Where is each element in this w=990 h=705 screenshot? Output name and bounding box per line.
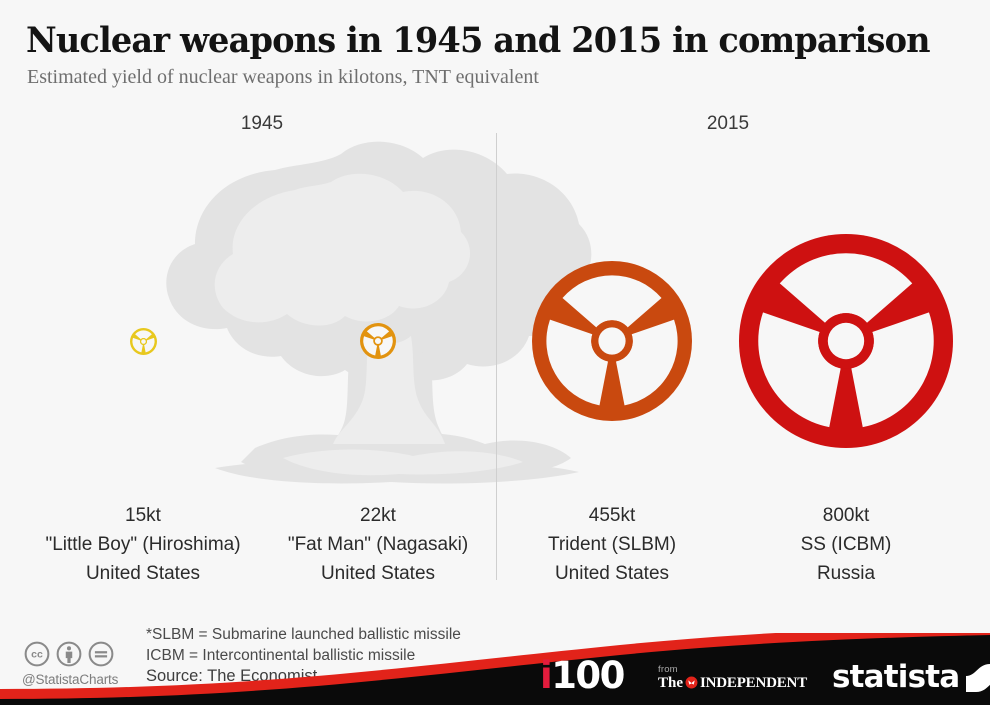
weapon-name: Trident (SLBM) (547, 534, 677, 555)
weapon-caption: 455kt Trident (SLBM) United States (462, 501, 762, 588)
weapon-country: United States (554, 563, 670, 584)
i100-logo[interactable]: i100 (540, 654, 625, 697)
weapon-name: "Fat Man" (Nagasaki) (287, 534, 469, 555)
footer-logos: i100 from The INDEPENDENT statista (0, 649, 990, 705)
independent-wordmark: The INDEPENDENT (658, 676, 807, 693)
era-divider (496, 133, 497, 580)
weapon-country: Russia (816, 563, 876, 584)
weapon-yield: 800kt (822, 505, 870, 526)
i100-prefix: i (540, 654, 553, 697)
weapon-name: SS (ICBM) (800, 534, 892, 555)
weapon-yield: 455kt (588, 505, 636, 526)
statista-mark-icon (966, 663, 990, 692)
independent-the: The (658, 675, 684, 691)
weapon-name: "Little Boy" (Hiroshima) (45, 534, 241, 555)
weapon-yield: 15kt (125, 505, 161, 526)
page-subtitle: Estimated yield of nuclear weapons in ki… (27, 66, 539, 88)
era-label-1945: 1945 (240, 113, 284, 134)
weapon-caption: 15kt "Little Boy" (Hiroshima) United Sta… (0, 501, 293, 588)
independent-logo[interactable]: from The INDEPENDENT (658, 663, 807, 694)
era-label-2015: 2015 (706, 113, 750, 134)
weapon-caption: 800kt SS (ICBM) Russia (696, 501, 990, 588)
i100-number: 100 (551, 654, 625, 697)
statista-logo[interactable]: statista (832, 662, 990, 693)
statista-wordmark: statista (832, 659, 960, 695)
weapon-country: United States (320, 563, 436, 584)
footnote-slbm: *SLBM = Submarine launched ballistic mis… (146, 626, 461, 643)
radiation-icon-trident (532, 261, 692, 421)
weapon-caption: 22kt "Fat Man" (Nagasaki) United States (228, 501, 528, 588)
radiation-icon-little-boy (129, 327, 157, 355)
independent-eagle-icon (685, 676, 698, 693)
page-title: Nuclear weapons in 1945 and 2015 in comp… (26, 20, 931, 61)
weapon-yield: 22kt (360, 505, 396, 526)
radiation-icon-ss-icbm (739, 234, 953, 448)
independent-from-label: from (658, 663, 678, 675)
weapon-country: United States (85, 563, 201, 584)
radiation-icon-fat-man (360, 323, 396, 359)
independent-name: INDEPENDENT (700, 675, 807, 691)
